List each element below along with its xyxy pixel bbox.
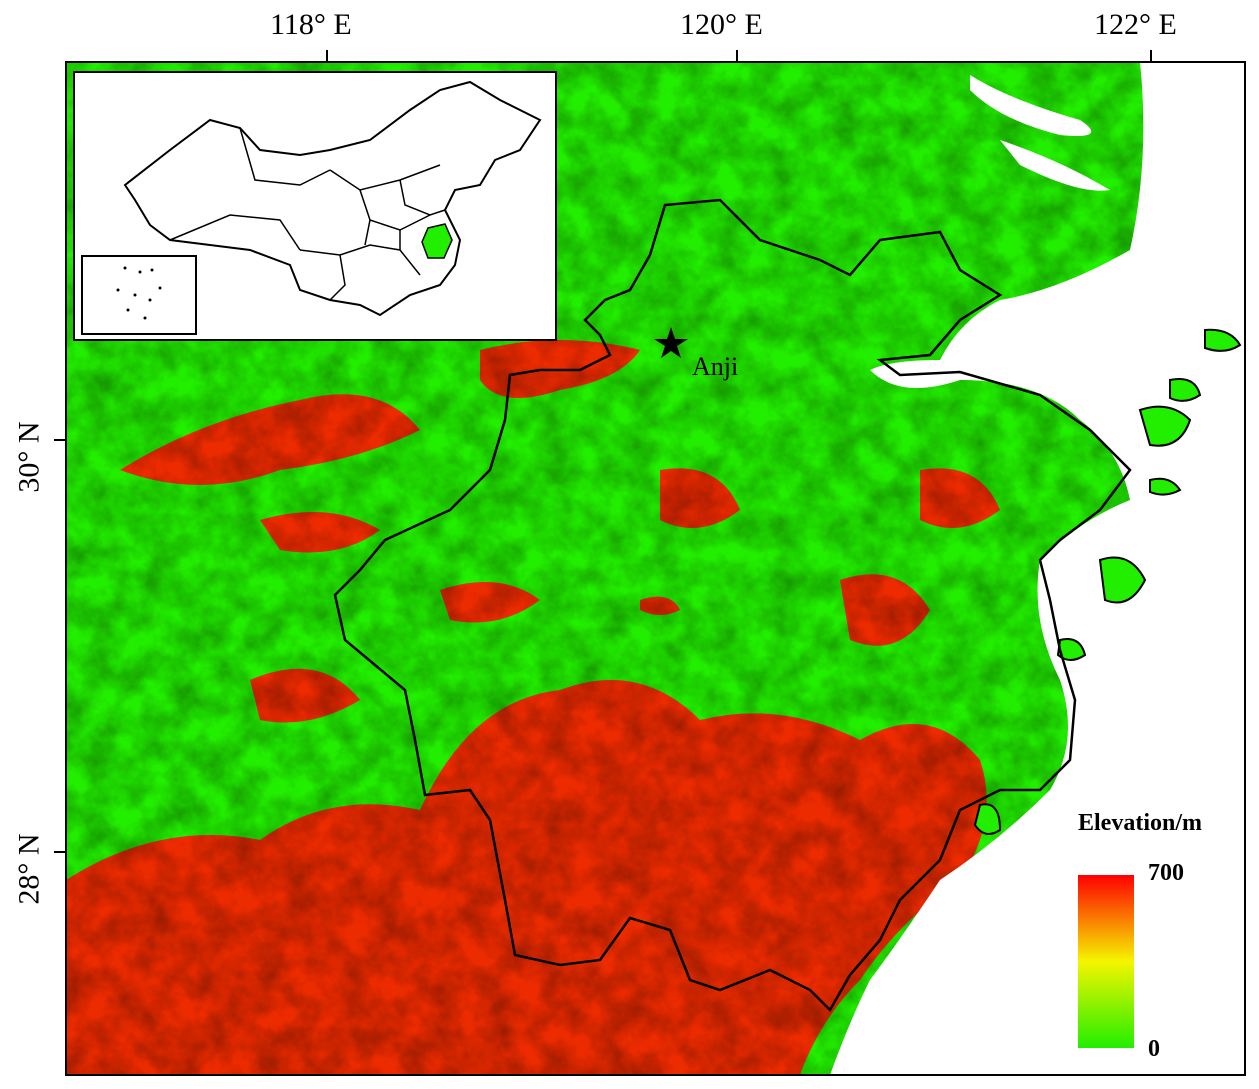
place-label-anji: Anji xyxy=(692,352,739,381)
sea xyxy=(830,62,1245,1075)
legend-min-value: 0 xyxy=(1148,1036,1160,1062)
legend-colorbar xyxy=(1078,875,1134,1048)
inset-zhejiang-highlight xyxy=(421,223,453,259)
map-frame xyxy=(65,61,1246,1076)
legend-max-value: 700 xyxy=(1148,860,1184,886)
tick-label-122e: 122° E xyxy=(1094,8,1177,41)
inset-south-china-sea xyxy=(81,255,197,335)
inset-map xyxy=(73,71,557,341)
province-border xyxy=(333,198,1132,1013)
legend-title: Elevation/m xyxy=(1078,810,1202,836)
tick-label-120e: 120° E xyxy=(680,8,763,41)
tick-label-118e: 118° E xyxy=(270,8,352,41)
star-icon xyxy=(654,327,688,358)
map-area xyxy=(66,62,1245,1075)
